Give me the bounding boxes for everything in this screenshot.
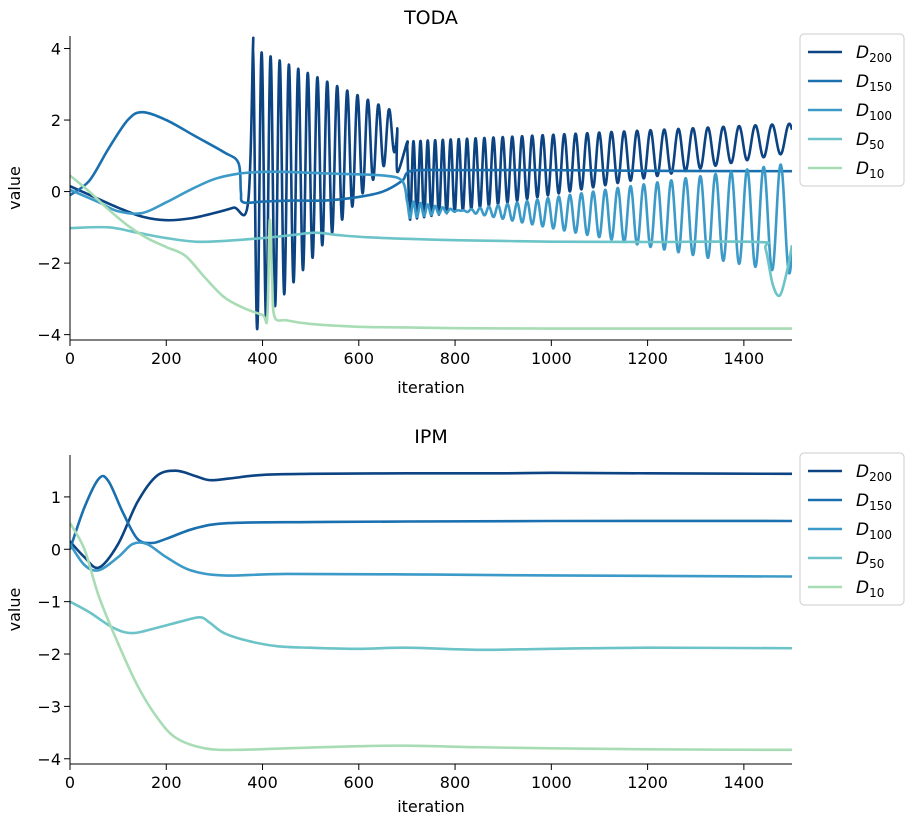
y-tick-label: 1 [51,488,61,507]
legend-label-subscript: 150 [869,80,892,94]
series-group [70,36,792,331]
legend-label-subscript: 10 [869,586,884,600]
series-line-D100 [70,163,792,275]
series-line-D100 [70,541,792,578]
series-line-D150 [70,110,792,205]
y-axis-label: value [5,166,24,210]
series-line-D200 [70,36,792,331]
x-tick-label: 0 [65,773,75,792]
x-tick-label: 600 [344,773,375,792]
x-tick-label: 400 [247,773,278,792]
y-tick-label: 4 [51,40,61,59]
x-tick-label: 800 [440,349,471,368]
series-line-D10 [70,522,792,752]
y-tick-label: −2 [37,645,61,664]
x-tick-label: 1000 [531,349,572,368]
x-axis-label: iteration [397,797,465,816]
y-tick-label: −3 [37,697,61,716]
chart-title: TODA [403,7,458,29]
toda-panel: TODA 0 200 400 600 800 1000 1200 1400 −4 −2 0 2 4 iter… [5,7,905,397]
x-tick-label: 200 [151,773,182,792]
y-tick-label: −4 [37,326,61,345]
x-axis-label: iteration [397,378,465,397]
series-line-D150 [70,474,792,550]
x-tick-label: 600 [344,349,375,368]
legend-label-subscript: 10 [869,167,884,181]
x-tick-label: 1200 [627,773,668,792]
legend-box [799,452,905,606]
series-line-D10 [70,174,792,330]
legend-label-subscript: 50 [869,557,884,571]
y-tick-label: −1 [37,593,61,612]
legend-label-subscript: 200 [869,470,892,484]
x-tick-label: 1200 [627,349,668,368]
x-tick-label: 1400 [724,349,765,368]
legend-box [799,33,905,187]
y-axis-label: value [5,588,24,632]
ipm-panel: IPM 0 200 400 600 800 1000 1200 1400 −4 −3 −2 −1 0 1 it… [5,426,905,816]
legend-label-subscript: 150 [869,499,892,513]
series-group [70,469,792,752]
chart-title: IPM [414,426,447,448]
y-tick-label: 0 [51,540,61,559]
x-tick-label: 400 [247,349,278,368]
series-line-D50 [70,225,792,298]
series-line-D50 [70,600,792,652]
x-tick-label: 1400 [724,773,765,792]
x-tick-label: 1000 [531,773,572,792]
x-tick-label: 0 [65,349,75,368]
y-tick-label: 2 [51,111,61,130]
legend-label-subscript: 100 [869,528,892,542]
y-tick-label: −2 [37,254,61,273]
legend-label-subscript: 100 [869,109,892,123]
legend-label-subscript: 50 [869,138,884,152]
series-line-D200 [70,469,792,570]
y-tick-label: 0 [51,183,61,202]
legend-label-subscript: 200 [869,51,892,65]
y-tick-label: −4 [37,750,61,769]
x-tick-label: 800 [440,773,471,792]
x-tick-label: 200 [151,349,182,368]
